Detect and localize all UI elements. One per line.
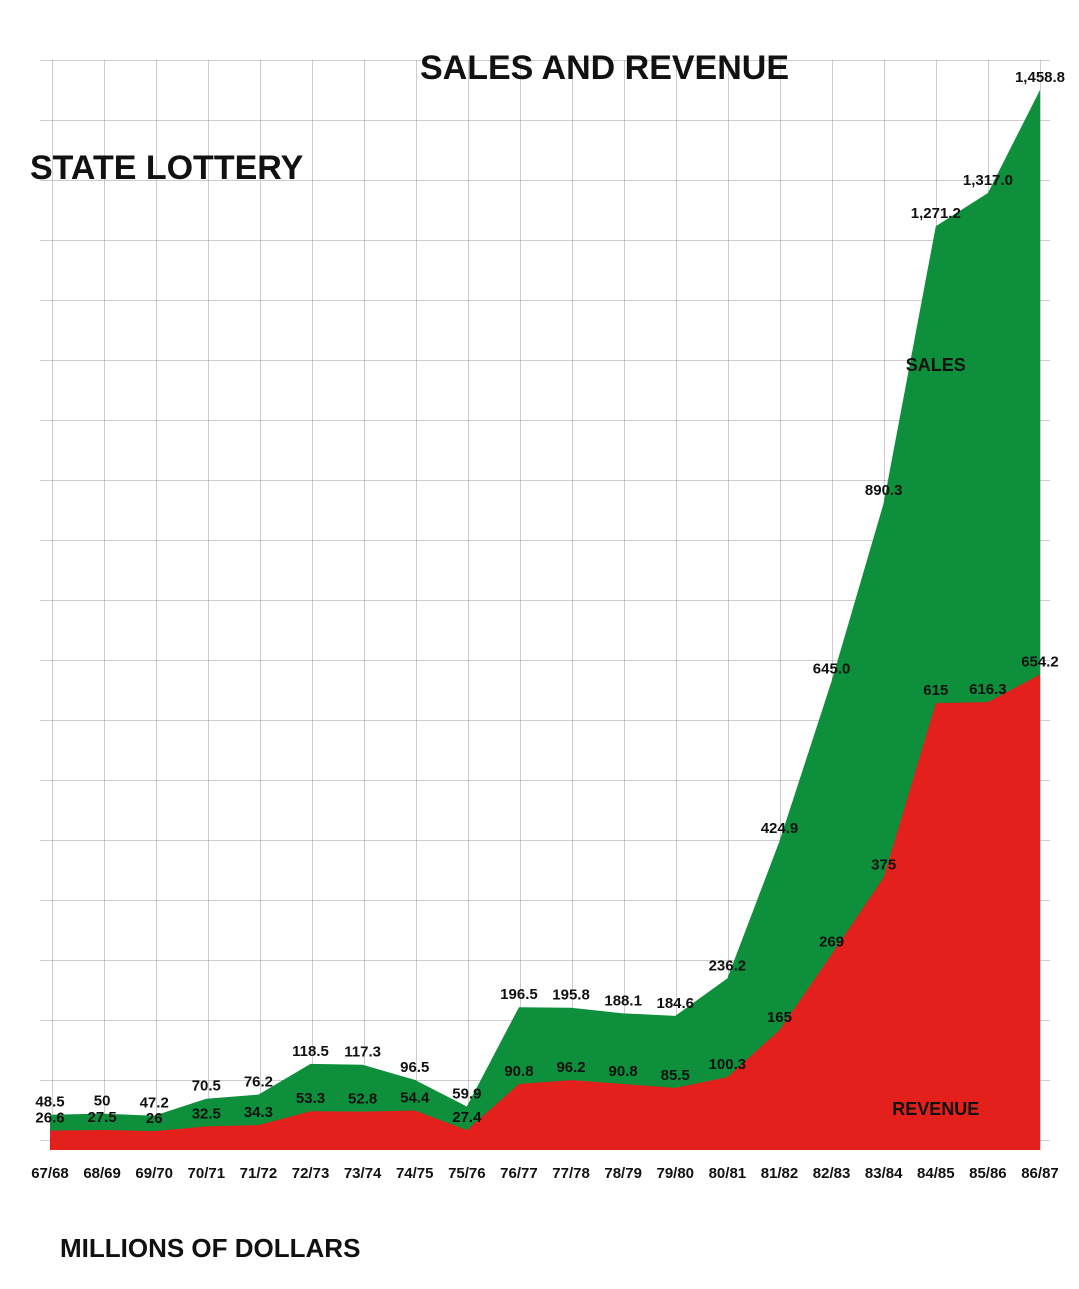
data-label: 236.2 [709, 957, 747, 974]
x-tick-label: 68/69 [83, 1165, 121, 1182]
x-tick-label: 73/74 [344, 1165, 382, 1182]
data-label: 165 [767, 1009, 792, 1026]
x-tick-label: 85/86 [969, 1165, 1007, 1182]
data-label: 1,458.8 [1015, 69, 1065, 86]
x-tick-label: 76/77 [500, 1165, 538, 1182]
area [50, 89, 1040, 1150]
data-label: 616.3 [969, 681, 1007, 698]
data-label: 34.3 [244, 1104, 273, 1121]
data-label: 47.2 [140, 1095, 169, 1112]
data-label: 196.5 [500, 986, 538, 1003]
data-label: 54.4 [400, 1089, 430, 1106]
x-tick-label: 69/70 [135, 1165, 173, 1182]
x-tick-label: 75/76 [448, 1165, 486, 1182]
data-label: 1,317.0 [963, 172, 1013, 189]
x-tick-label: 70/71 [188, 1165, 226, 1182]
x-tick-label: 82/83 [813, 1165, 851, 1182]
x-tick-label: 86/87 [1021, 1165, 1059, 1182]
data-label: 27.4 [452, 1109, 482, 1126]
data-label: 27.5 [88, 1109, 117, 1126]
x-tick-label: 67/68 [31, 1165, 69, 1182]
x-tick-label: 79/80 [656, 1165, 694, 1182]
series-label: SALES [906, 355, 966, 375]
data-label: 195.8 [552, 987, 590, 1004]
chart-subtitle: SALES AND REVENUE [420, 49, 789, 87]
data-label: 117.3 [344, 1044, 381, 1061]
x-tick-label: 72/73 [292, 1165, 330, 1182]
data-label: 53.3 [296, 1090, 325, 1107]
data-label: 890.3 [865, 482, 903, 499]
data-label: 645.0 [813, 660, 851, 677]
chart-title: STATE LOTTERY [30, 149, 304, 187]
x-tick-label: 81/82 [761, 1165, 799, 1182]
y-axis-label: MILLIONS OF DOLLARS [60, 1233, 360, 1263]
x-tick-label: 78/79 [604, 1165, 642, 1182]
data-label: 59.9 [452, 1085, 481, 1102]
data-label: 375 [871, 856, 896, 873]
data-label: 26.6 [35, 1110, 64, 1127]
data-label: 26 [146, 1110, 163, 1127]
data-label: 48.5 [35, 1094, 64, 1111]
data-label: 50 [94, 1093, 111, 1110]
x-tick-label: 71/72 [240, 1165, 278, 1182]
data-label: 1,271.2 [911, 205, 961, 222]
data-label: 424.9 [761, 820, 799, 837]
area [50, 674, 1040, 1150]
data-label: 118.5 [292, 1043, 329, 1060]
data-label: 615 [923, 682, 948, 699]
data-label: 269 [819, 933, 844, 950]
data-label: 32.5 [192, 1105, 221, 1122]
series-label: REVENUE [892, 1099, 979, 1119]
x-tick-label: 84/85 [917, 1165, 955, 1182]
x-tick-label: 74/75 [396, 1165, 434, 1182]
data-label: 96.5 [400, 1059, 429, 1076]
data-label: 184.6 [656, 995, 694, 1012]
data-label: 90.8 [609, 1063, 638, 1080]
data-label: 90.8 [504, 1063, 533, 1080]
x-tick-label: 83/84 [865, 1165, 903, 1182]
x-tick-label: 80/81 [709, 1165, 747, 1182]
data-label: 85.5 [661, 1067, 690, 1084]
data-label: 100.3 [709, 1056, 747, 1073]
data-label: 654.2 [1021, 654, 1059, 671]
data-label: 52.8 [348, 1091, 377, 1108]
data-label: 76.2 [244, 1074, 273, 1091]
data-label: 188.1 [604, 992, 642, 1009]
data-label: 70.5 [192, 1078, 221, 1095]
x-tick-label: 77/78 [552, 1165, 590, 1182]
data-label: 96.2 [556, 1059, 585, 1076]
